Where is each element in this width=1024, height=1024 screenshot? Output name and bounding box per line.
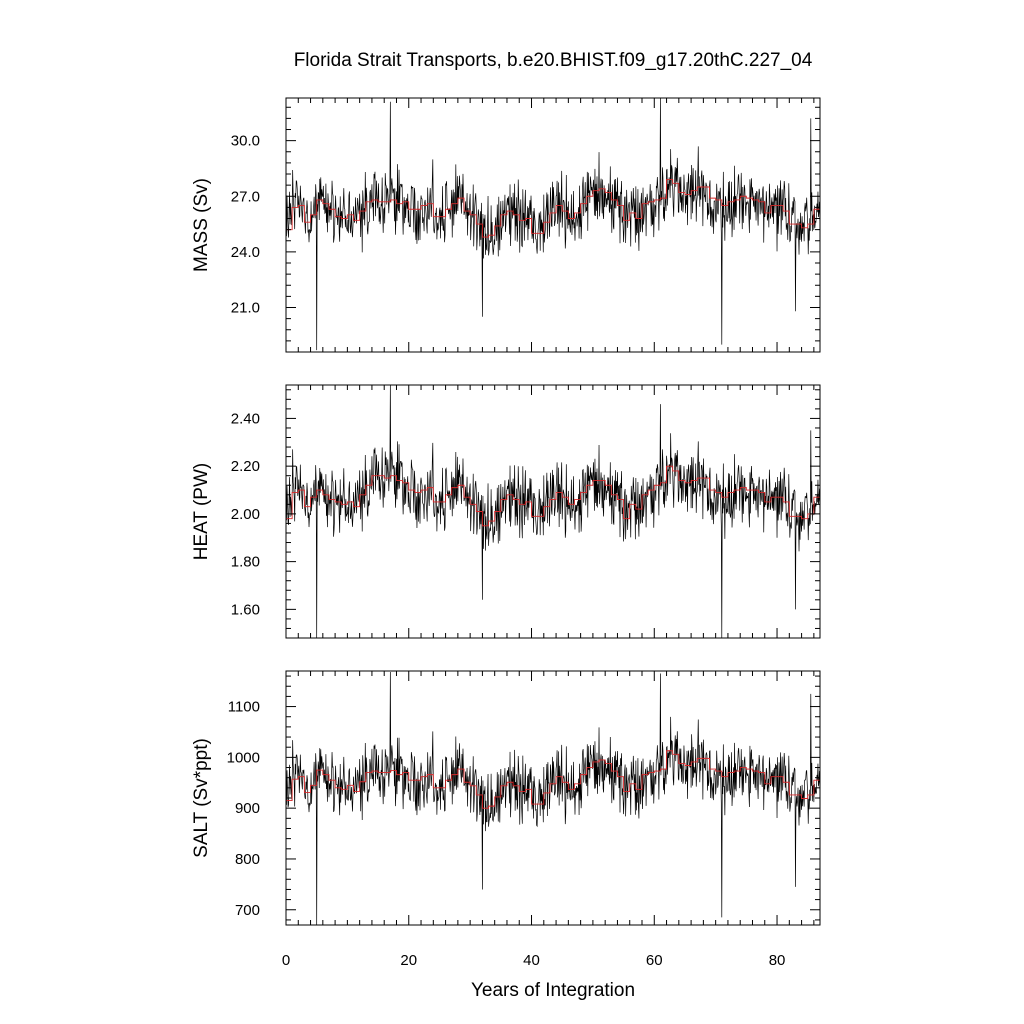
y-axis-label: HEAT (PW) bbox=[191, 463, 212, 560]
plot-frame bbox=[285, 670, 821, 926]
x-tick-label: 0 bbox=[282, 952, 290, 969]
y-tick-label: 700 bbox=[235, 902, 260, 919]
y-tick-label: 2.40 bbox=[231, 410, 260, 427]
x-tick-label: 80 bbox=[769, 952, 786, 969]
x-tick-label: 40 bbox=[523, 952, 540, 969]
y-tick-label: 900 bbox=[235, 800, 260, 817]
y-tick-label: 30.0 bbox=[231, 133, 260, 150]
y-tick-label: 2.20 bbox=[231, 458, 260, 475]
series-annual-mean bbox=[286, 465, 820, 527]
y-tick-label: 21.0 bbox=[231, 300, 260, 317]
panel-3: 700 800 900 1000 1100 SALT (Sv*ppt) 0 20 40 60 80 bbox=[191, 670, 821, 969]
series-monthly bbox=[286, 385, 820, 638]
y-tick-label: 1100 bbox=[228, 699, 260, 716]
plot-frame bbox=[285, 384, 821, 639]
plot-frame bbox=[285, 97, 821, 353]
x-axis-label: Years of Integration bbox=[471, 980, 635, 1001]
series-annual-mean bbox=[286, 750, 820, 809]
y-tick-label: 1.80 bbox=[231, 554, 260, 571]
chart-title: Florida Strait Transports, b.e20.BHIST.f… bbox=[294, 50, 813, 71]
y-tick-label: 2.00 bbox=[231, 506, 260, 523]
y-tick-label: 24.0 bbox=[231, 244, 260, 261]
y-axis-label: MASS (Sv) bbox=[191, 178, 212, 272]
y-tick-label: 800 bbox=[235, 851, 260, 868]
series-monthly bbox=[286, 98, 820, 351]
panels: 21.0 24.0 27.0 30.0 MASS (Sv) 1.60 1.80 2.00 2.2… bbox=[191, 97, 821, 969]
panel-2: 1.60 1.80 2.00 2.20 2.40 HEAT (PW) bbox=[191, 384, 821, 639]
panel-1: 21.0 24.0 27.0 30.0 MASS (Sv) bbox=[191, 97, 821, 353]
series-annual-mean bbox=[286, 179, 820, 238]
series-monthly bbox=[286, 672, 820, 925]
y-tick-label: 27.0 bbox=[231, 188, 260, 205]
x-tick-label: 20 bbox=[400, 952, 417, 969]
x-tick-label: 60 bbox=[646, 952, 663, 969]
y-axis-label: SALT (Sv*ppt) bbox=[191, 738, 212, 858]
y-tick-label: 1.60 bbox=[231, 601, 260, 618]
y-tick-label: 1000 bbox=[227, 749, 260, 766]
